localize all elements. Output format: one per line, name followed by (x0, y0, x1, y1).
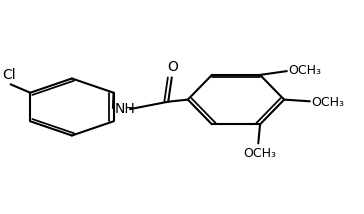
Text: OCH₃: OCH₃ (311, 96, 344, 109)
Text: NH: NH (115, 102, 135, 116)
Text: Cl: Cl (2, 68, 16, 82)
Text: OCH₃: OCH₃ (288, 64, 321, 77)
Text: O: O (167, 60, 178, 74)
Text: OCH₃: OCH₃ (244, 147, 277, 160)
